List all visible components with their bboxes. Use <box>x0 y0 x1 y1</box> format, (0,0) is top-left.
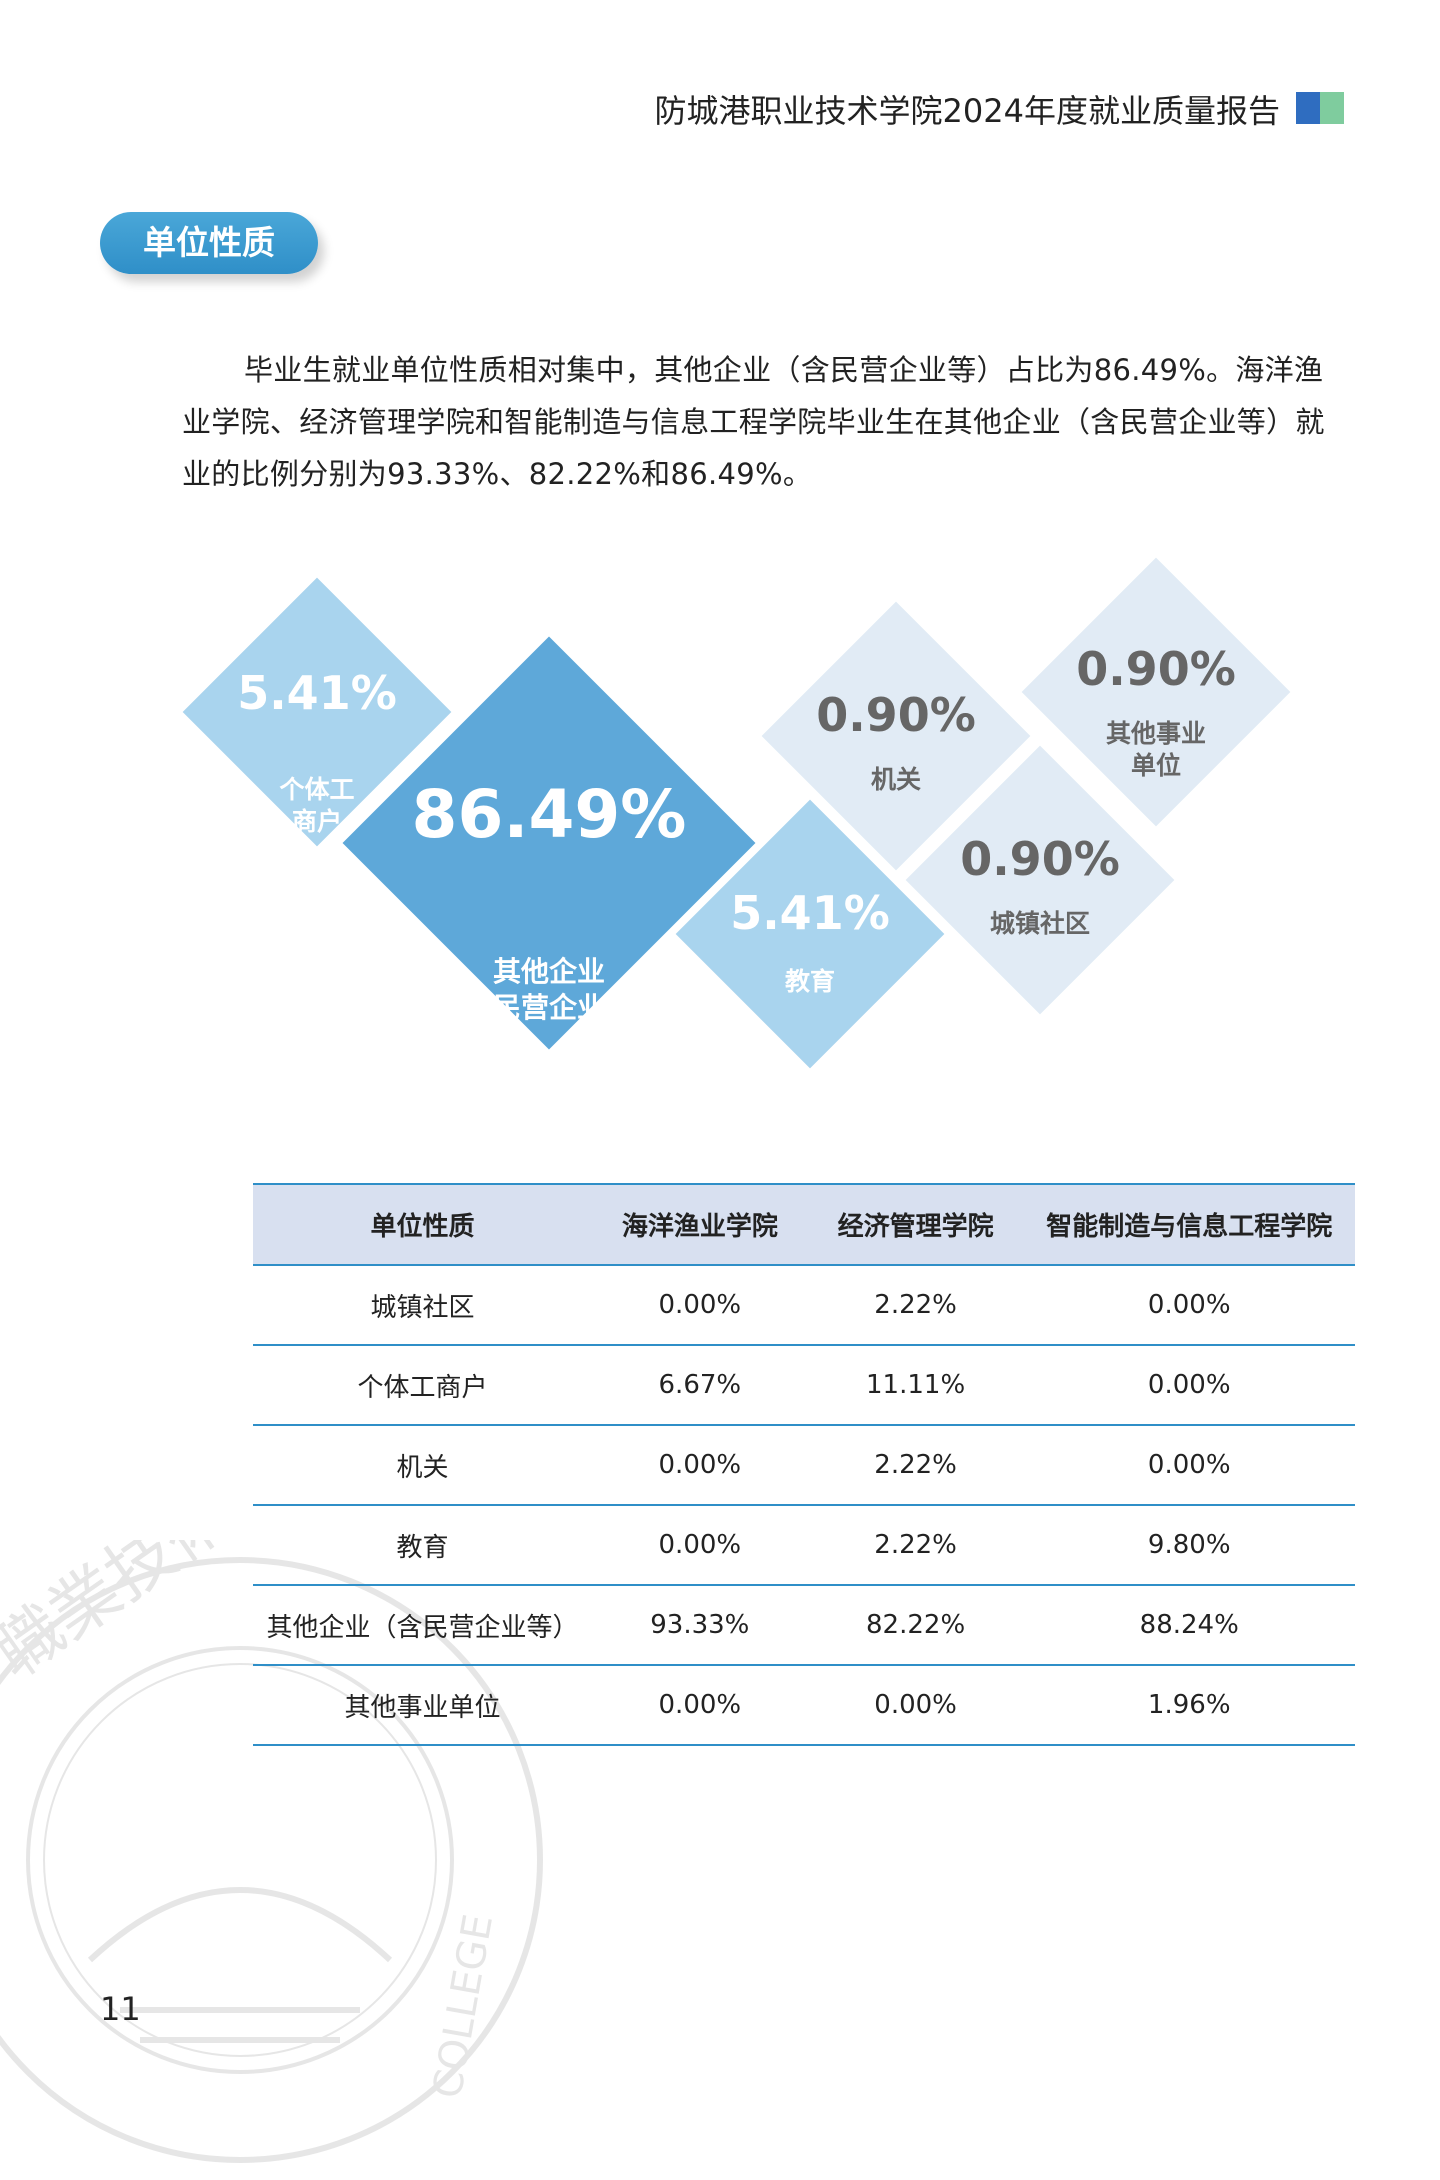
table-cell: 0.00% <box>1023 1265 1355 1346</box>
diamond-value: 0.90% <box>1076 642 1236 696</box>
unit-nature-table: 单位性质 海洋渔业学院 经济管理学院 智能制造与信息工程学院 城镇社区 0.00… <box>253 1183 1355 1746</box>
diamond-label-line: 商户 <box>291 807 342 836</box>
diamond-label-line: （含民营企业等） <box>436 991 661 1024</box>
table-cell: 6.67% <box>591 1345 808 1426</box>
table-cell: 0.00% <box>1023 1425 1355 1506</box>
table-cell: 0.00% <box>591 1665 808 1746</box>
diamond-value: 0.90% <box>960 832 1120 886</box>
table-cell: 2.22% <box>807 1265 1024 1346</box>
section-title: 单位性质 <box>100 212 318 274</box>
table-header-cell: 智能制造与信息工程学院 <box>1023 1183 1355 1266</box>
diamond-label-line: 其他事业 <box>1105 719 1206 748</box>
diamond-label-line: 个体工 <box>279 775 355 804</box>
diamond-label-line: 单位 <box>1130 751 1181 780</box>
report-title: 防城港职业技术学院2024年度就业质量报告 <box>654 92 1280 130</box>
intro-paragraph: 毕业生就业单位性质相对集中，其他企业（含民营企业等）占比为86.49%。海洋渔业… <box>182 353 1325 491</box>
table-row: 城镇社区 0.00% 2.22% 0.00% <box>253 1265 1355 1346</box>
diamond-geti: 5.41% 个体工 商户 <box>182 577 452 847</box>
diamond-infographic: 5.41% 个体工 商户 86.49% 其他企业 （含民营企业等） 5.41% … <box>0 540 1440 1100</box>
diamond-value: 0.90% <box>816 688 976 742</box>
table-cell: 0.00% <box>807 1665 1024 1746</box>
table-header-row: 单位性质 海洋渔业学院 经济管理学院 智能制造与信息工程学院 <box>253 1183 1355 1266</box>
diamond-jiaoyu: 5.41% 教育 <box>675 799 945 1069</box>
table-cell: 其他事业单位 <box>253 1665 592 1746</box>
table-row: 机关 0.00% 2.22% 0.00% <box>253 1425 1355 1506</box>
diamond-value: 5.41% <box>730 886 890 940</box>
table-cell: 其他企业（含民营企业等） <box>253 1585 592 1666</box>
table-cell: 0.00% <box>591 1425 808 1506</box>
table-cell: 0.00% <box>1023 1345 1355 1426</box>
table-row: 个体工商户 6.67% 11.11% 0.00% <box>253 1345 1355 1426</box>
table-cell: 0.00% <box>591 1505 808 1586</box>
page-number: 11 <box>100 1990 141 2028</box>
diamond-label-line: 教育 <box>784 967 835 996</box>
diamond-value: 5.41% <box>237 666 397 720</box>
table-cell: 11.11% <box>807 1345 1024 1426</box>
diamond-label-line: 机关 <box>870 765 921 794</box>
data-table: 单位性质 海洋渔业学院 经济管理学院 智能制造与信息工程学院 城镇社区 0.00… <box>253 1183 1355 1746</box>
header-color-mark <box>1296 92 1344 124</box>
table-cell: 1.96% <box>1023 1665 1355 1746</box>
table-header-cell: 海洋渔业学院 <box>591 1183 808 1266</box>
table-cell: 88.24% <box>1023 1585 1355 1666</box>
diamond-jiguan: 0.90% 机关 <box>761 601 1031 871</box>
table-cell: 机关 <box>253 1425 592 1506</box>
table-cell: 9.80% <box>1023 1505 1355 1586</box>
diamond-shiye: 0.90% 其他事业 单位 <box>1021 557 1291 827</box>
table-cell: 城镇社区 <box>253 1265 592 1346</box>
table-cell: 0.00% <box>591 1265 808 1346</box>
diamond-label-line: 城镇社区 <box>989 909 1090 938</box>
diamond-qiye: 86.49% 其他企业 （含民营企业等） <box>342 636 756 1050</box>
table-header-cell: 经济管理学院 <box>807 1183 1024 1266</box>
header-mark-green <box>1320 92 1344 124</box>
table-header-cell: 单位性质 <box>253 1183 592 1266</box>
table-row: 教育 0.00% 2.22% 9.80% <box>253 1505 1355 1586</box>
table-cell: 2.22% <box>807 1505 1024 1586</box>
header-mark-blue <box>1296 92 1320 124</box>
table-cell: 2.22% <box>807 1425 1024 1506</box>
table-cell: 82.22% <box>807 1585 1024 1666</box>
table-cell: 93.33% <box>591 1585 808 1666</box>
diamond-label-line: 其他企业 <box>492 955 605 988</box>
table-row: 其他事业单位 0.00% 0.00% 1.96% <box>253 1665 1355 1746</box>
diamond-shequ: 0.90% 城镇社区 <box>905 745 1175 1015</box>
table-cell: 个体工商户 <box>253 1345 592 1426</box>
table-row: 其他企业（含民营企业等） 93.33% 82.22% 88.24% <box>253 1585 1355 1666</box>
table-cell: 教育 <box>253 1505 592 1586</box>
diamond-value: 86.49% <box>411 776 687 853</box>
